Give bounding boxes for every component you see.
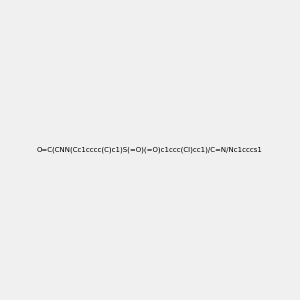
Text: O=C(CNN(Cc1cccc(C)c1)S(=O)(=O)c1ccc(Cl)cc1)/C=N/Nc1cccs1: O=C(CNN(Cc1cccc(C)c1)S(=O)(=O)c1ccc(Cl)c… <box>37 147 263 153</box>
